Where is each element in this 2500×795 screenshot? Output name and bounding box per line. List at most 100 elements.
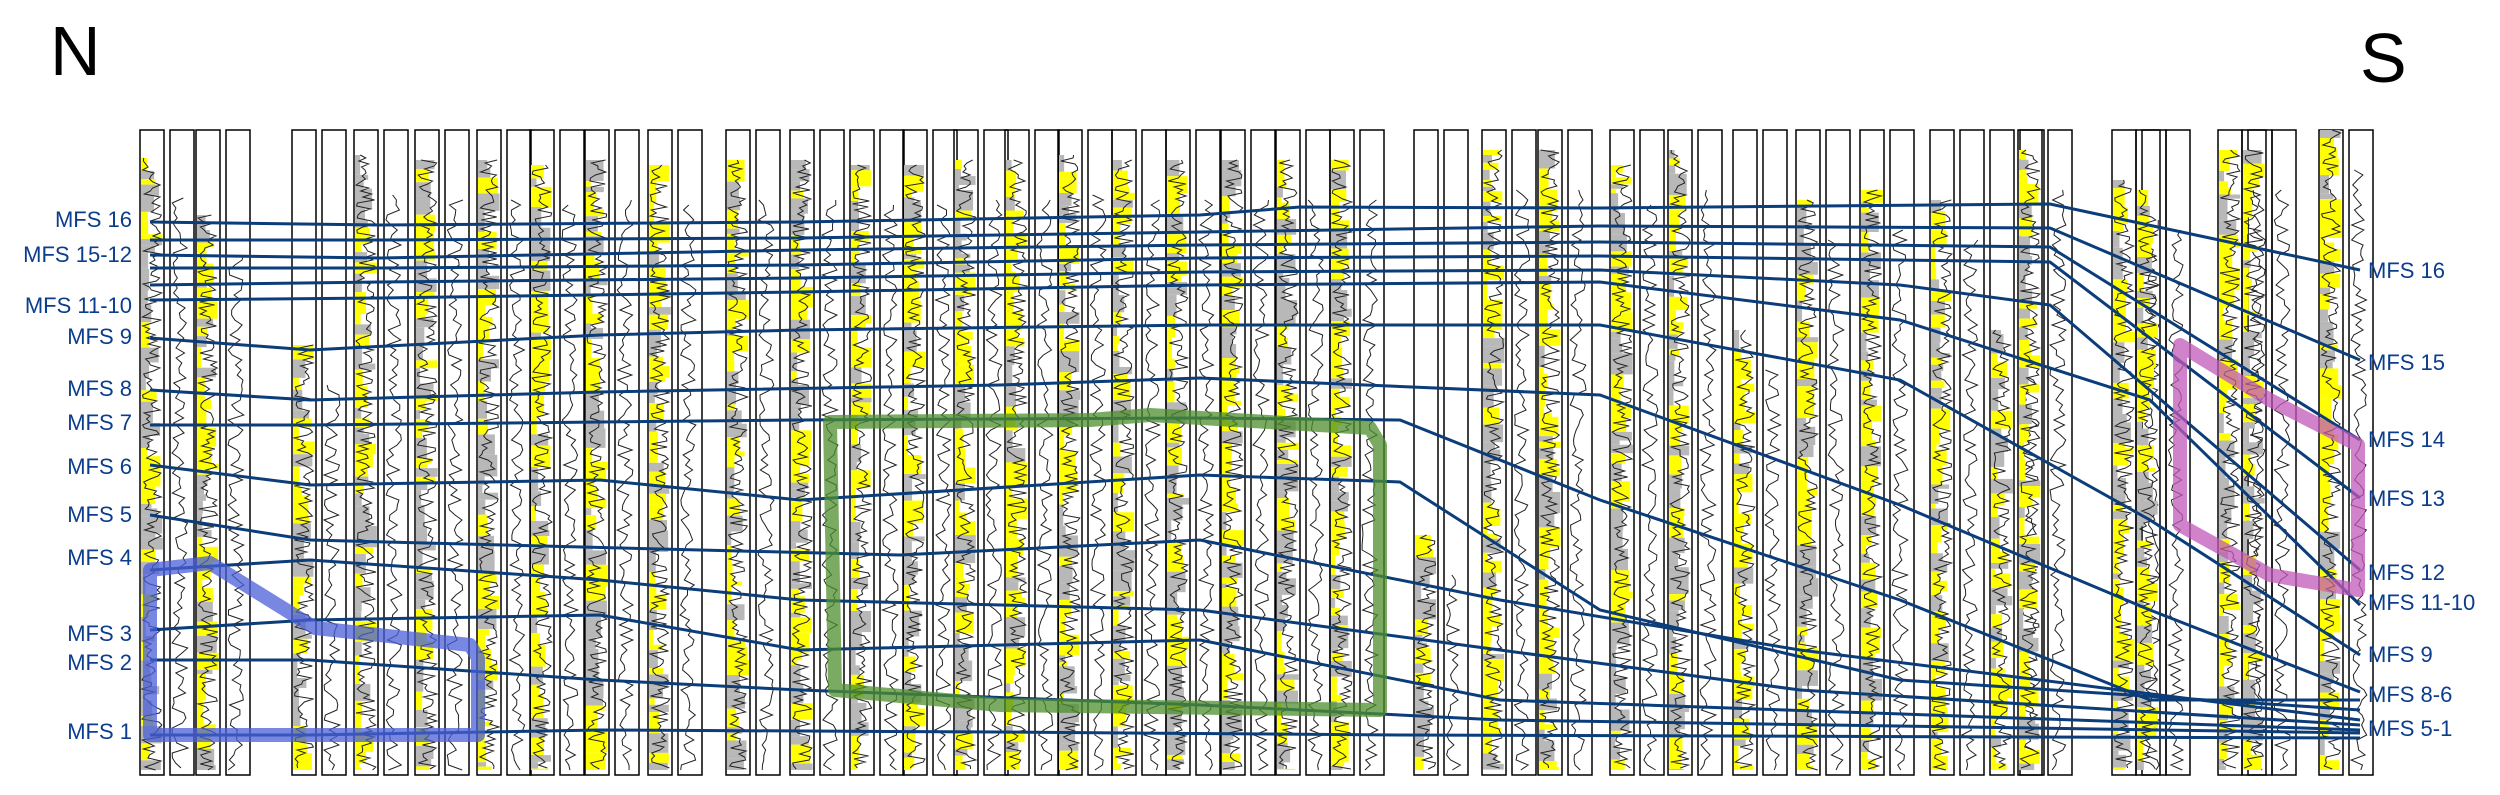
lithology-band [2219, 477, 2230, 486]
lithology-band [1277, 385, 1289, 395]
lithology-band [649, 552, 656, 572]
lithology-band [791, 588, 800, 597]
lithology-band [531, 547, 549, 565]
lithology-band [791, 371, 797, 380]
lithology-band [2243, 315, 2248, 332]
lithology-band [355, 174, 369, 180]
lithology-band [293, 576, 311, 585]
lithology-band [1861, 421, 1873, 441]
lithology-band [649, 704, 669, 713]
lithology-band [1059, 290, 1066, 305]
gamma-ray-curve [1166, 159, 1190, 770]
lithology-band [416, 458, 433, 464]
well-track-frame [584, 129, 610, 776]
lithology-band [531, 332, 542, 339]
lithology-band [1669, 258, 1689, 267]
lithology-band [478, 418, 489, 435]
lithology-band [1861, 608, 1871, 628]
mfs-surface-line [149, 463, 2361, 712]
lithology-band [197, 494, 206, 501]
lithology-band [1797, 205, 1807, 228]
lithology-band [1611, 453, 1626, 464]
lithology-band [1006, 674, 1014, 684]
lithology-band [1734, 513, 1752, 524]
lithology-band [955, 340, 968, 346]
lithology-band [955, 500, 960, 513]
well-log [1667, 129, 1723, 776]
left-label-mfs-3: MFS 3 [67, 621, 132, 646]
lithology-band [1611, 389, 1621, 405]
lithology-band [1006, 707, 1012, 727]
well-track-frame [2241, 129, 2267, 776]
lithology-band [1669, 537, 1685, 554]
lithology-band [1113, 160, 1122, 171]
lithology-band [531, 178, 537, 187]
lithology-band [478, 766, 492, 770]
lithology-band [1415, 663, 1424, 673]
lithology-band [1797, 200, 1812, 206]
lithology-band [1861, 562, 1876, 580]
lithology-band [851, 328, 858, 348]
well-track-frame [849, 129, 875, 776]
lithology-band [2113, 518, 2127, 525]
lithology-band [1483, 502, 1493, 509]
lithology-band [478, 304, 486, 318]
lithology-band [141, 508, 158, 517]
lithology-band [1113, 350, 1120, 367]
lithology-band [649, 165, 669, 182]
lithology-band [1113, 610, 1119, 626]
lithology-band [2137, 349, 2156, 368]
lithology-band [1222, 503, 1239, 513]
lithology-band [1277, 197, 1282, 203]
lithology-band [2320, 158, 2339, 176]
lithology-band [1113, 640, 1121, 651]
lithology-band [1669, 329, 1682, 335]
lithology-band [2243, 625, 2256, 634]
lithology-band [1669, 173, 1687, 196]
lithology-band [141, 435, 150, 448]
lithology-band [1611, 508, 1624, 531]
lithology-band [197, 724, 216, 731]
lithology-band [1483, 299, 1503, 321]
lithology-band [1539, 373, 1548, 389]
lithology-band [1006, 365, 1013, 385]
lithology-band [1006, 338, 1025, 347]
lithology-band [2219, 307, 2224, 321]
lithology-band [2243, 176, 2259, 189]
lithology-band [478, 340, 483, 360]
resistivity-curve [1960, 239, 1979, 771]
well-log [414, 129, 470, 776]
lithology-band [197, 572, 211, 580]
lithology-band [478, 326, 490, 341]
lithology-band [1222, 160, 1239, 170]
lithology-band [355, 407, 362, 419]
well-track-frame [789, 129, 815, 776]
mfs-surface-line [150, 416, 2360, 702]
lithology-band [416, 504, 425, 527]
lithology-band [416, 709, 428, 727]
lithology-band [1113, 366, 1133, 375]
lithology-band [1415, 700, 1429, 707]
lithology-band [2243, 245, 2258, 252]
lithology-band [1331, 762, 1345, 767]
lithology-band [2219, 268, 2240, 291]
lithology-band [2243, 267, 2249, 279]
well-track-frame [1329, 129, 1355, 776]
lithology-band [2113, 604, 2122, 625]
lithology-band [1483, 534, 1498, 539]
mfs-surface-line [149, 280, 2362, 607]
lithology-band [1222, 626, 1240, 642]
lithology-band [355, 525, 377, 548]
lithology-band [1222, 673, 1244, 681]
lithology-band [2137, 205, 2150, 216]
lithology-band [2019, 679, 2031, 688]
lithology-band [851, 541, 860, 560]
lithology-band [1222, 196, 1230, 213]
lithology-band [2243, 679, 2256, 701]
lithology-band [1991, 735, 2002, 748]
lithology-band [955, 428, 964, 449]
lithology-band [1991, 410, 2013, 429]
lithology-band [416, 327, 425, 349]
well-track-frame [755, 129, 781, 776]
lithology-band [531, 207, 542, 228]
